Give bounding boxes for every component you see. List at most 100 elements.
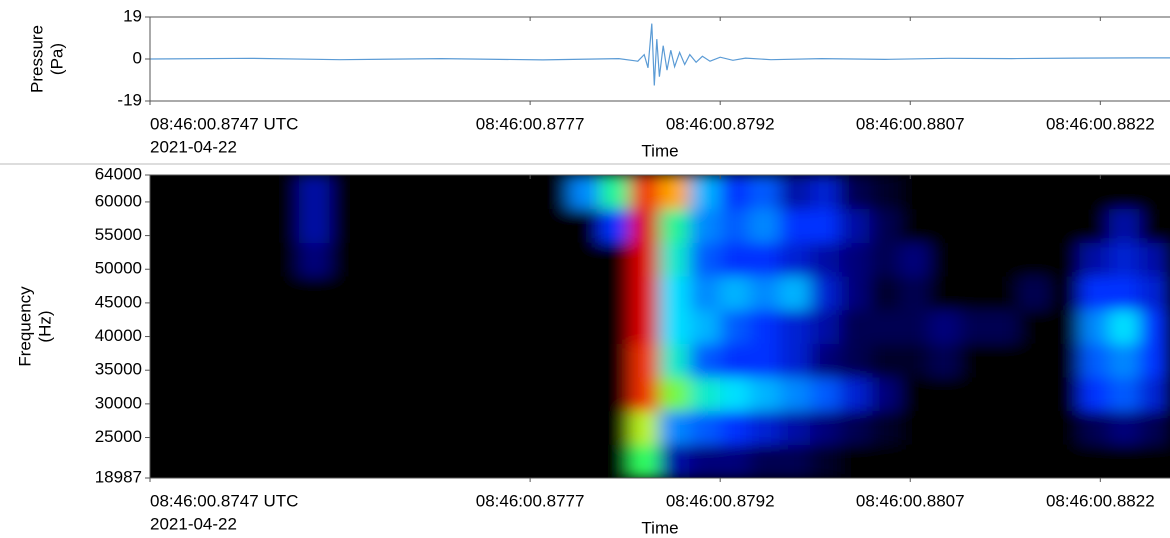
x-tick-label: 08:46:00.8792 [666,491,775,510]
y-tick-label: 19 [123,6,142,25]
heatmap-cell [1018,376,1050,412]
heatmap-cell [719,208,751,243]
heatmap-cell [1018,443,1050,478]
heatmap-cell [419,342,451,378]
heatmap-cell [839,376,870,412]
heatmap-cell [450,208,481,243]
heatmap-cell [749,175,781,210]
heatmap-cell [539,208,571,243]
heatmap-cell [180,376,212,412]
x-axis-label: Time [641,141,678,160]
heatmap-cell [719,275,751,311]
heatmap-cell [569,376,601,412]
heatmap-cell [1018,275,1050,311]
heatmap-cell [569,309,601,344]
heatmap-cell [749,275,781,311]
heatmap-cell [389,342,421,378]
heatmap-cell [869,208,901,243]
heatmap-cell [270,309,302,344]
heatmap-cell [539,342,571,378]
y-axis-label: Frequency [15,286,34,367]
heatmap-cell [839,443,870,478]
heatmap-cell [389,275,421,311]
heatmap-cell [180,241,212,277]
heatmap-cell [1049,175,1081,210]
heatmap-cell [419,175,451,210]
heatmap-cell [809,410,841,445]
heatmap-cell [599,175,631,210]
heatmap-cell [180,410,212,445]
heatmap-cell [389,208,421,243]
heatmap-cell [1108,241,1140,277]
heatmap-cell [509,342,541,378]
heatmap-cell [150,342,181,378]
heatmap-cell [479,410,511,445]
heatmap-cell [450,309,481,344]
heatmap-cell [599,309,631,344]
heatmap-cell [989,241,1021,277]
heatmap-cell [180,309,212,344]
heatmap-cell [719,443,751,478]
heatmap-cell [659,342,691,378]
y-tick-label: 50000 [95,259,142,278]
heatmap-cell [569,275,601,311]
heatmap-cell [389,175,421,210]
heatmap-cell [479,309,511,344]
heatmap-cell [1079,175,1111,210]
heatmap-cell [180,443,212,478]
heatmap-cell [928,275,960,311]
heatmap-cell [779,175,811,210]
heatmap-cell [689,410,721,445]
heatmap-cell [928,309,960,344]
heatmap-cell [749,376,781,412]
heatmap-cell [509,208,541,243]
heatmap-cell [779,208,811,243]
heatmap-cell [419,275,451,311]
heatmap-cell [209,342,241,378]
heatmap-cell [450,410,481,445]
heatmap-cell [569,410,601,445]
x-axis-label: Time [641,518,678,537]
heatmap-cell [629,175,661,210]
heatmap-cell [329,175,361,210]
heatmap-cell [629,443,661,478]
heatmap-cell [989,208,1021,243]
heatmap-cell [1108,309,1140,344]
heatmap-cell [299,443,331,478]
y-tick-label: 64000 [95,164,142,183]
heatmap-cell [569,342,601,378]
heatmap-cell [809,175,841,210]
heatmap-cell [1108,443,1140,478]
heatmap-cell [689,376,721,412]
y-tick-label: 25000 [95,427,142,446]
heatmap-cell [839,342,870,378]
heatmap-cell [629,376,661,412]
heatmap-cell [839,309,870,344]
heatmap-cell [360,410,392,445]
heatmap-cell [450,443,481,478]
y-tick-label: 45000 [95,292,142,311]
heatmap-cell [1108,175,1140,210]
heatmap-cell [659,175,691,210]
heatmap-cell [1049,309,1081,344]
heatmap-cell [928,410,960,445]
heatmap-cell [839,410,870,445]
heatmap-cell [270,241,302,277]
heatmap-cell [150,241,181,277]
heatmap-cell [959,241,991,277]
x-tick-label: 08:46:00.8807 [856,114,965,133]
waveform [149,23,1170,86]
heatmap-cell [779,410,811,445]
heatmap-cell [719,175,751,210]
heatmap-cell [509,443,541,478]
heatmap-cell [180,275,212,311]
heatmap-cell [209,175,241,210]
heatmap-cell [689,175,721,210]
heatmap-cell [299,376,331,412]
heatmap-cell [1018,175,1050,210]
heatmap-cell [719,309,751,344]
heatmap-cell [299,410,331,445]
heatmap-cell [959,410,991,445]
heatmap-cell [479,275,511,311]
